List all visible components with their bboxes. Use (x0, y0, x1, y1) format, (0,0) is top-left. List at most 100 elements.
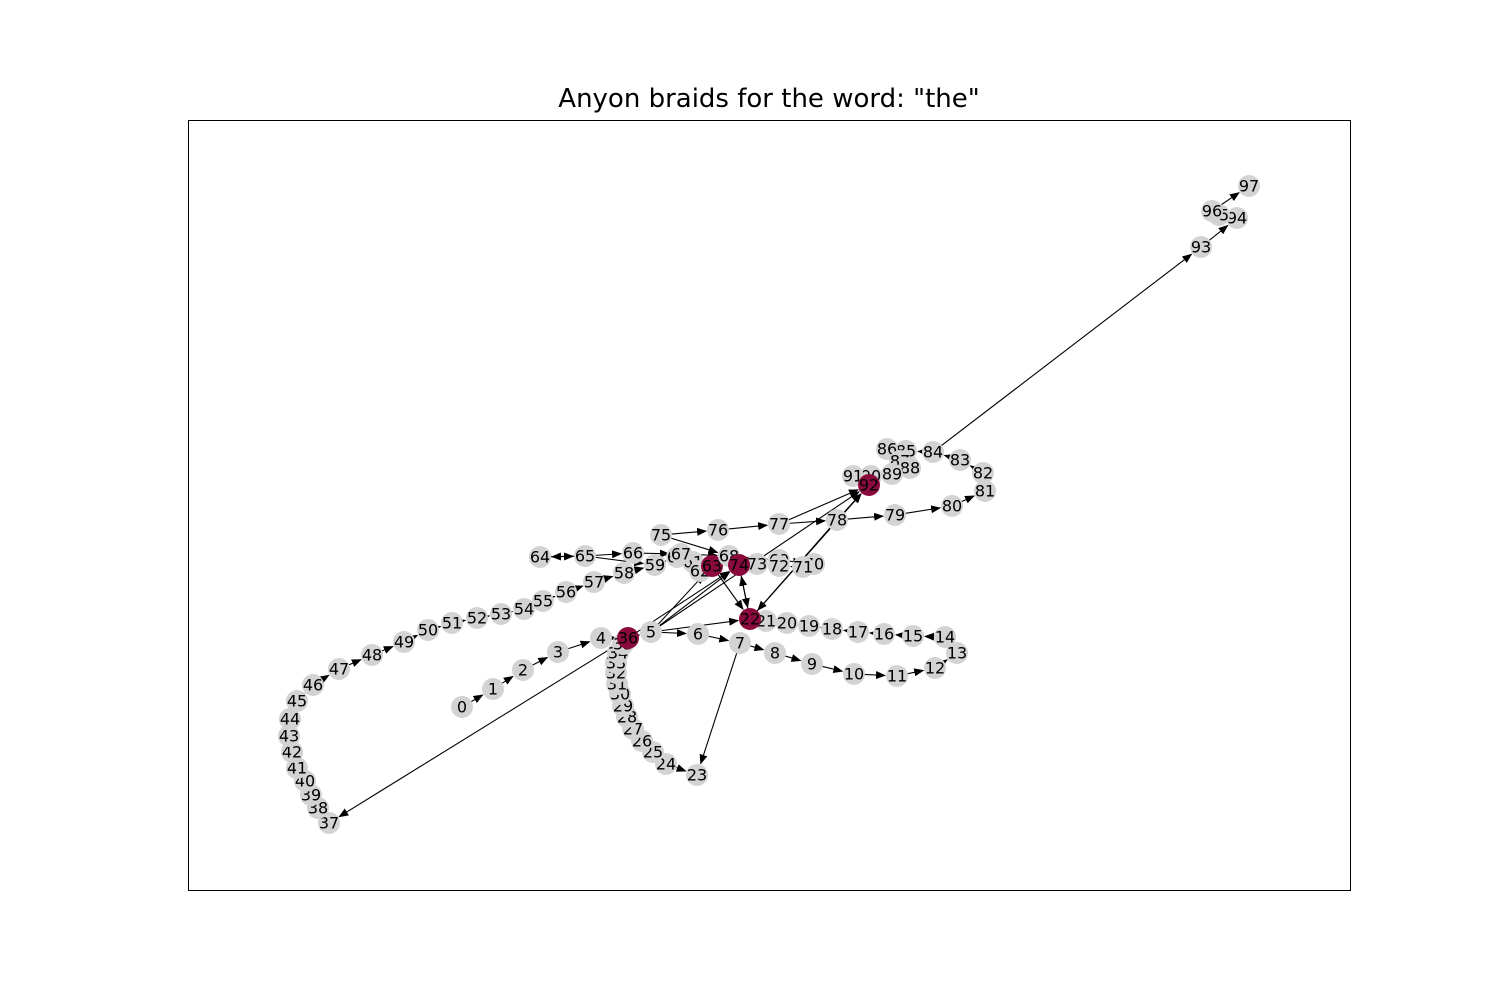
node-label: 45 (287, 692, 307, 711)
node-label: 66 (623, 544, 643, 563)
node-circle (574, 545, 596, 567)
node-4: 4 (590, 627, 612, 649)
node-92: 92 (858, 474, 880, 496)
node-label: 49 (394, 633, 414, 652)
node-label: 54 (514, 600, 534, 619)
node-77: 77 (768, 513, 790, 535)
node-81: 81 (974, 480, 996, 502)
node-label: 83 (950, 451, 970, 470)
node-circle (949, 449, 971, 471)
node-circle (798, 615, 820, 637)
node-label: 55 (533, 592, 553, 611)
node-71: 71 (792, 556, 814, 578)
node-label: 12 (925, 659, 945, 678)
node-label: 78 (827, 511, 847, 530)
node-14: 14 (934, 626, 956, 648)
node-49: 49 (393, 631, 415, 653)
node-45: 45 (286, 690, 308, 712)
node-label: 17 (848, 623, 868, 642)
node-circle (858, 474, 880, 496)
node-circle (768, 555, 790, 577)
node-circle (278, 725, 300, 747)
node-94: 94 (1226, 207, 1248, 229)
node-label: 65 (575, 547, 595, 566)
node-66: 66 (622, 542, 644, 564)
node-label: 46 (303, 676, 323, 695)
node-label: 89 (882, 465, 902, 484)
node-17: 17 (847, 621, 869, 643)
node-circle (451, 696, 473, 718)
node-16: 16 (873, 623, 895, 645)
node-circle (728, 554, 750, 576)
node-circle (821, 618, 843, 640)
node-label: 72 (769, 557, 789, 576)
node-label: 56 (556, 583, 576, 602)
node-label: 3 (553, 643, 563, 662)
node-11: 11 (886, 665, 908, 687)
node-75: 75 (650, 524, 672, 546)
node-circle (547, 641, 569, 663)
node-label: 6 (693, 625, 703, 644)
node-label: 37 (319, 814, 339, 833)
node-88: 88 (899, 457, 921, 479)
edge-7-23 (699, 644, 740, 765)
node-circle (974, 480, 996, 502)
node-circle (650, 524, 672, 546)
node-label: 76 (708, 521, 728, 540)
edge-75-68 (662, 535, 719, 554)
node-label: 67 (671, 545, 691, 564)
node-circle (286, 690, 308, 712)
node-circle (555, 581, 577, 603)
node-label: 96 (1202, 202, 1222, 221)
node-13: 13 (946, 642, 968, 664)
edges-layer (284, 192, 1241, 828)
node-15: 15 (902, 625, 924, 647)
node-label: 50 (418, 621, 438, 640)
node-5: 5 (640, 621, 662, 643)
node-label: 77 (769, 515, 789, 534)
node-circle (640, 621, 662, 643)
node-circle (512, 659, 534, 681)
node-label: 23 (687, 766, 707, 785)
node-circle (622, 542, 644, 564)
node-label: 53 (491, 605, 511, 624)
node-93: 93 (1190, 236, 1212, 258)
node-20: 20 (776, 612, 798, 634)
node-83: 83 (949, 449, 971, 471)
node-label: 92 (859, 476, 879, 495)
node-label: 81 (975, 482, 995, 501)
node-label: 63 (702, 557, 722, 576)
chart-title: Anyon braids for the word: "the" (558, 84, 980, 114)
node-48: 48 (361, 644, 383, 666)
node-label: 15 (903, 627, 923, 646)
node-circle (941, 495, 963, 517)
node-56: 56 (555, 581, 577, 603)
node-circle (847, 621, 869, 643)
node-57: 57 (583, 571, 605, 593)
node-97: 97 (1238, 175, 1260, 197)
node-label: 20 (777, 614, 797, 633)
node-label: 75 (651, 526, 671, 545)
node-circle (934, 626, 956, 648)
node-circle (873, 623, 895, 645)
node-circle (924, 657, 946, 679)
edge-5-63 (651, 574, 705, 631)
node-circle (972, 462, 994, 484)
node-46: 46 (302, 674, 324, 696)
node-label: 58 (614, 564, 634, 583)
node-circle (826, 509, 848, 531)
node-circle (302, 674, 324, 696)
node-label: 41 (287, 759, 307, 778)
node-circle (899, 457, 921, 479)
node-52: 52 (466, 607, 488, 629)
node-82: 82 (972, 462, 994, 484)
node-label: 94 (1227, 209, 1247, 228)
node-63: 63 (701, 555, 723, 577)
node-circle (583, 571, 605, 593)
node-circle (701, 555, 723, 577)
node-label: 16 (874, 625, 894, 644)
node-circle (1238, 175, 1260, 197)
node-label: 74 (729, 556, 749, 575)
